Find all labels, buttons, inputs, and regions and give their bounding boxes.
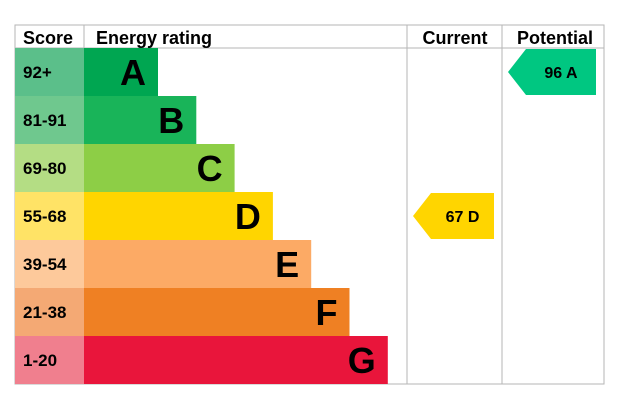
score-range-g: 1-20 <box>23 351 57 370</box>
current-rating-arrow <box>413 193 494 239</box>
header-potential: Potential <box>517 28 593 48</box>
score-range-b: 81-91 <box>23 111 66 130</box>
score-cell-f <box>15 288 84 336</box>
potential-rating-label: 96 A <box>544 65 578 82</box>
score-cell-g <box>15 336 84 384</box>
band-letter-g: G <box>348 340 376 381</box>
band-bar-e <box>84 240 312 288</box>
score-range-c: 69-80 <box>23 159 66 178</box>
band-bar-d <box>84 192 273 240</box>
score-cell-d <box>15 192 84 240</box>
rating-indicators: 67 D 96 A <box>413 49 596 239</box>
score-cell-c <box>15 144 84 192</box>
band-bar-b <box>84 96 197 144</box>
score-cell-e <box>15 240 84 288</box>
score-cell-b <box>15 96 84 144</box>
potential-rating-arrow <box>508 49 596 95</box>
score-range-d: 55-68 <box>23 207 66 226</box>
band-letter-c: C <box>197 148 223 189</box>
band-letter-b: B <box>158 100 184 141</box>
score-range-f: 21-38 <box>23 303 66 322</box>
score-range-a: 92+ <box>23 63 52 82</box>
header-energy-rating: Energy rating <box>96 28 212 48</box>
current-rating-label: 67 D <box>446 209 480 226</box>
score-range-e: 39-54 <box>23 255 67 274</box>
band-bar-a <box>84 48 158 96</box>
band-bar-c <box>84 144 235 192</box>
band-bar-g <box>84 336 388 384</box>
band-letter-d: D <box>235 196 261 237</box>
band-letter-a: A <box>120 52 146 93</box>
band-letter-f: F <box>316 292 338 333</box>
rating-bands: 92+ A 81-91 B 69-80 C 55-68 D 39-54 E 21-38 F 1-20 G <box>15 48 388 384</box>
header-current: Current <box>422 28 487 48</box>
band-letter-e: E <box>275 244 299 285</box>
header-score: Score <box>23 28 73 48</box>
band-bar-f <box>84 288 350 336</box>
score-cell-a <box>15 48 84 96</box>
